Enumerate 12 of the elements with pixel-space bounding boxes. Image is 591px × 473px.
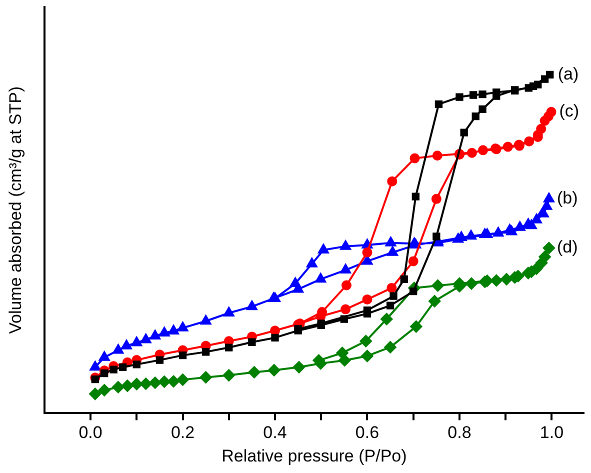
x-tick-label: 0.8 bbox=[448, 423, 472, 442]
series-label: (d) bbox=[556, 238, 578, 257]
x-tick-label: 0.4 bbox=[263, 423, 287, 442]
series-label: (b) bbox=[556, 188, 578, 208]
series-label: (c) bbox=[559, 102, 580, 121]
series-label: (a) bbox=[558, 64, 579, 84]
x-tick-label: 1.0 bbox=[540, 423, 564, 442]
x-tick-label: 0.6 bbox=[355, 423, 380, 442]
x-tick-label: 0.2 bbox=[170, 423, 195, 442]
x-tick-label: 0.0 bbox=[78, 423, 102, 442]
x-axis-title: Relative pressure (P/Po) bbox=[222, 446, 407, 466]
y-axis-title: Volume absorbed (cm³/g at STP) bbox=[6, 86, 25, 334]
